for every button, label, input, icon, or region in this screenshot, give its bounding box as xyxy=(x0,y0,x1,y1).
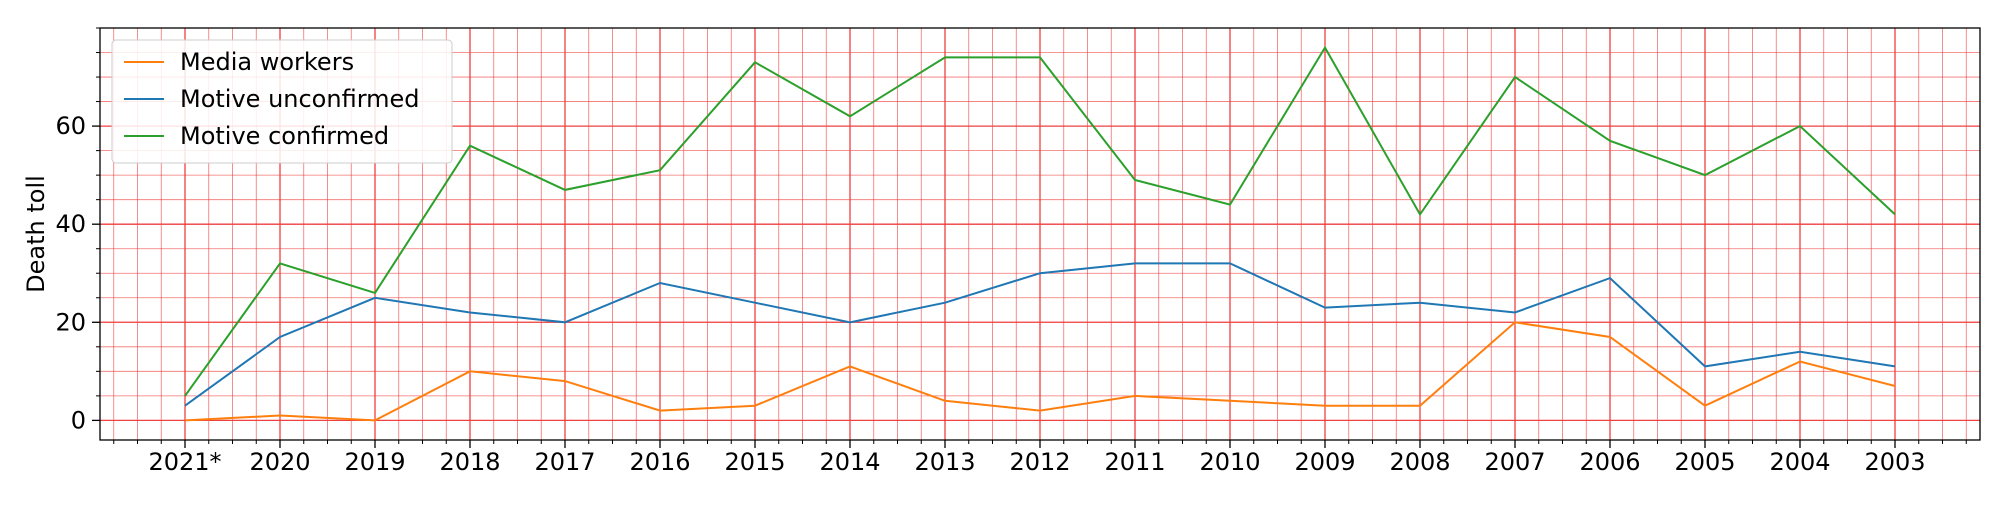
x-tick-label: 2010 xyxy=(1199,448,1260,476)
x-tick-label: 2003 xyxy=(1864,448,1925,476)
legend: Media workers Motive unconfirmed Motive co… xyxy=(111,39,453,164)
legend-label: Motive unconfirmed xyxy=(180,85,420,113)
x-tick-label: 2007 xyxy=(1484,448,1545,476)
x-tick-label: 2005 xyxy=(1674,448,1735,476)
series-lines xyxy=(184,45,1896,422)
x-tick-label: 2013 xyxy=(914,448,975,476)
x-tick-label: 2014 xyxy=(819,448,880,476)
series-line-3 xyxy=(184,45,1896,397)
x-tick-label: 2011 xyxy=(1104,448,1165,476)
x-tick-label: 2017 xyxy=(534,448,595,476)
series-line-2 xyxy=(184,262,1896,407)
legend-box xyxy=(111,39,453,164)
series-line-1 xyxy=(184,321,1896,422)
y-tick-label: 20 xyxy=(55,308,86,336)
y-tick-label: 60 xyxy=(55,112,86,140)
x-tick-label: 2019 xyxy=(344,448,405,476)
y-tick-label: 0 xyxy=(71,406,86,434)
x-tick-label: 2021* xyxy=(148,448,221,476)
x-tick-label: 2004 xyxy=(1769,448,1830,476)
legend-label: Media workers xyxy=(180,48,354,76)
x-tick-label: 2012 xyxy=(1009,448,1070,476)
x-tick-label: 2009 xyxy=(1294,448,1355,476)
x-tick-label: 2018 xyxy=(439,448,500,476)
x-tick-label: 2006 xyxy=(1579,448,1640,476)
y-tick-label: 40 xyxy=(55,210,86,238)
x-tick-label: 2016 xyxy=(629,448,690,476)
x-tick-label: 2020 xyxy=(249,448,310,476)
x-tick-label: 2008 xyxy=(1389,448,1450,476)
axis-ticks: 2021* 2020 2019 2018 2017 2016 2015 2014 2013 201… xyxy=(55,27,1967,476)
y-axis-label: Death toll xyxy=(22,175,50,293)
x-tick-label: 2015 xyxy=(724,448,785,476)
grid xyxy=(100,27,1980,440)
legend-label: Motive confirmed xyxy=(180,122,389,150)
